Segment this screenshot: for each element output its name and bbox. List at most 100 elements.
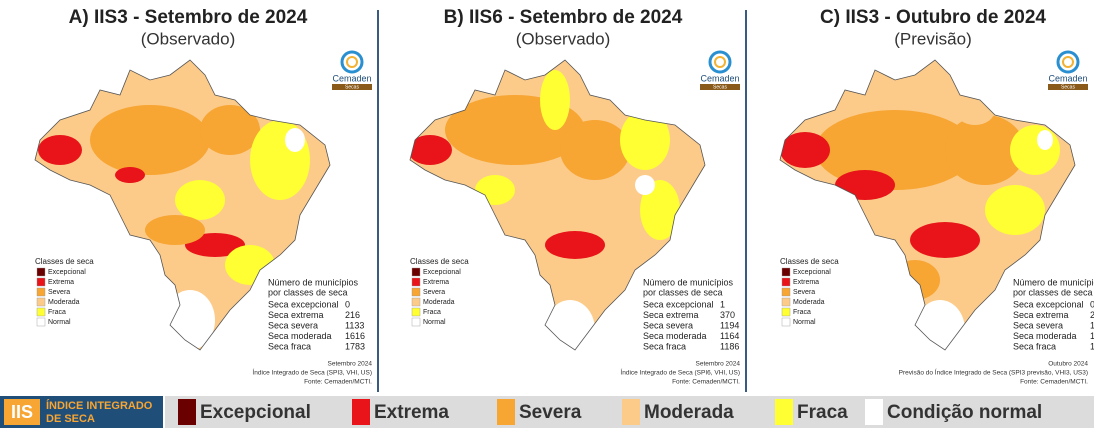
- logo-swirl: [340, 50, 364, 74]
- count-label: Seca moderada: [643, 331, 707, 341]
- count-label: Seca moderada: [1013, 331, 1077, 341]
- drought-area: [200, 105, 260, 155]
- count-value: 1186: [720, 341, 739, 351]
- count-label: Seca extrema: [1013, 310, 1069, 320]
- count-label: Seca excepcional: [268, 299, 339, 309]
- legend-label: Normal: [793, 319, 816, 326]
- footer: Fonte: Cemaden/MCTI.: [1020, 379, 1088, 386]
- legend-label: Extrema: [48, 279, 74, 286]
- badge-text: DE SECA: [46, 413, 95, 425]
- drought-area: [1010, 125, 1060, 175]
- footer: Previsão do Índice Integrado de Seca (SP…: [899, 368, 1088, 377]
- drought-area: [540, 70, 570, 130]
- drought-area: [285, 128, 305, 152]
- legend-label: Excepcional: [423, 269, 461, 276]
- legend-label: Fraca: [48, 309, 66, 316]
- footer: Fonte: Cemaden/MCTI.: [672, 379, 740, 386]
- legend-swatch: [781, 267, 791, 277]
- legend-label: Condição normal: [887, 402, 1042, 423]
- drought-area: [780, 132, 830, 168]
- logo-text: Cemaden: [700, 73, 739, 83]
- legend-swatch: [622, 399, 640, 425]
- drought-area: [145, 215, 205, 245]
- legend-swatch: [36, 307, 46, 317]
- count-value: 1194: [720, 320, 739, 330]
- drought-area: [410, 135, 452, 165]
- legend-title: Classes de seca: [35, 257, 94, 266]
- legend-label: Moderada: [644, 402, 734, 423]
- badge-box: [4, 399, 40, 425]
- legend-swatch: [781, 277, 791, 287]
- drought-area: [620, 110, 670, 170]
- country-border: [34, 59, 331, 351]
- count-label: Seca excepcional: [643, 299, 714, 309]
- logo-sub: Secas: [713, 84, 727, 90]
- count-label: Seca severa: [268, 320, 318, 330]
- map: [34, 59, 331, 351]
- panel-subtitle: (Observado): [516, 29, 610, 48]
- counts-title: Número de municípios: [643, 277, 734, 287]
- drought-area: [90, 105, 210, 175]
- legend-label: Extrema: [423, 279, 449, 286]
- footer: Índice Integrado de Seca (SPI3, VHI, US): [252, 368, 372, 377]
- legend-label: Fraca: [793, 309, 811, 316]
- legend-label: Severa: [48, 289, 70, 296]
- legend-label: Normal: [423, 319, 446, 326]
- legend-label: Fraca: [423, 309, 441, 316]
- legend-swatch: [411, 317, 421, 327]
- map: [779, 59, 1076, 351]
- counts-title: Número de municípios: [268, 277, 359, 287]
- legend-swatch: [865, 399, 883, 425]
- footer: Setembro 2024: [328, 361, 373, 368]
- legend-swatch: [411, 297, 421, 307]
- panel-title: A) IIS3 - Setembro de 2024: [69, 7, 308, 28]
- logo-bar: [700, 84, 740, 90]
- drought-area: [635, 175, 655, 195]
- counts-title: Número de municípios: [1013, 277, 1094, 287]
- footer: Setembro 2024: [696, 361, 741, 368]
- count-value: 1: [720, 299, 725, 309]
- legend-label: Moderada: [423, 299, 455, 306]
- country-border: [779, 59, 1076, 351]
- legend-label: Severa: [519, 402, 582, 423]
- panel-subtitle: (Previsão): [894, 29, 971, 48]
- count-label: Seca extrema: [268, 310, 324, 320]
- count-value: 1490: [1090, 331, 1094, 341]
- legend-swatch: [178, 399, 196, 425]
- badge: IIS: [11, 402, 33, 422]
- drought-area: [175, 180, 225, 220]
- legend-swatch: [36, 297, 46, 307]
- drought-area: [910, 222, 980, 258]
- legend-title: Classes de seca: [780, 257, 839, 266]
- count-value: 1616: [345, 331, 365, 341]
- count-value: 1434: [1090, 341, 1094, 351]
- count-value: 1133: [345, 320, 364, 330]
- legend-swatch: [352, 399, 370, 425]
- counts-title: por classes de seca: [643, 287, 723, 297]
- legend-label: Moderada: [48, 299, 80, 306]
- legend-swatch: [36, 287, 46, 297]
- count-label: Seca severa: [1013, 320, 1063, 330]
- legend-label: Excepcional: [793, 269, 831, 276]
- legend-label: Excepcional: [200, 402, 311, 423]
- legend-swatch: [411, 277, 421, 287]
- legend-swatch: [781, 287, 791, 297]
- footer: Fonte: Cemaden/MCTI.: [304, 379, 372, 386]
- count-label: Seca extrema: [643, 310, 699, 320]
- legend-swatch: [36, 277, 46, 287]
- count-value: 370: [720, 310, 735, 320]
- panel-subtitle: (Observado): [141, 29, 235, 48]
- legend-swatch: [781, 307, 791, 317]
- panel-title: B) IIS6 - Setembro de 2024: [444, 7, 683, 28]
- count-label: Seca severa: [643, 320, 693, 330]
- logo-bar: [332, 84, 372, 90]
- count-label: Seca fraca: [268, 341, 311, 351]
- count-value: 293: [1090, 310, 1094, 320]
- map: [409, 59, 706, 351]
- count-label: Seca excepcional: [1013, 299, 1084, 309]
- legend-label: Extrema: [793, 279, 819, 286]
- legend-label: Excepcional: [48, 269, 86, 276]
- logo-swirl-inner: [1062, 56, 1074, 68]
- count-value: 216: [345, 310, 360, 320]
